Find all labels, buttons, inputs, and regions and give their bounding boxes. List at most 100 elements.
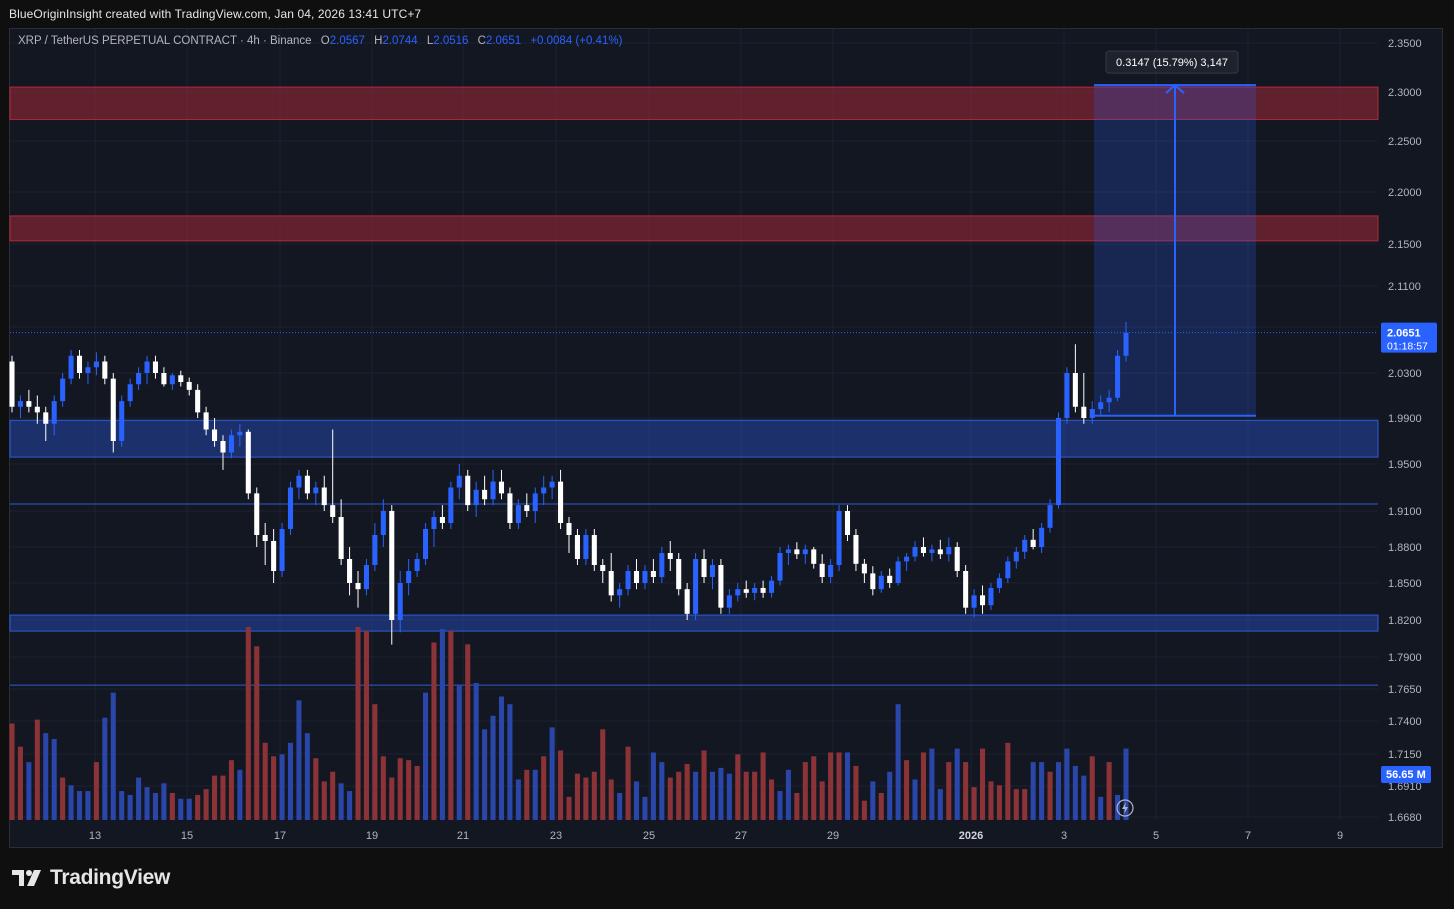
candle-body (203, 412, 209, 430)
candle-body (1081, 406, 1087, 418)
volume-bar (1055, 762, 1062, 820)
candle-body (313, 487, 319, 494)
price-zones (9, 86, 1379, 686)
volume-bar (406, 760, 412, 820)
volume-bar (220, 775, 226, 820)
volume-bar (828, 752, 834, 820)
candle-body (650, 571, 656, 577)
volume-bar (498, 696, 505, 820)
symbol-legend: XRP / TetherUS PERPETUAL CONTRACT · 4h ·… (18, 35, 622, 47)
candle-body (709, 565, 716, 577)
candle-body (330, 505, 336, 517)
candle-body (667, 553, 673, 559)
volume-bar (1098, 796, 1104, 820)
volume-bar (212, 775, 218, 820)
volume-bar (152, 792, 159, 820)
volume-bar (532, 769, 538, 820)
volume-bars (9, 627, 1129, 820)
candle-body (549, 481, 555, 488)
time-tick-label: 2026 (959, 830, 983, 842)
candle-body (819, 563, 825, 577)
candle-body (642, 571, 648, 583)
volume-bar (861, 800, 867, 820)
volume-bar (701, 750, 707, 820)
candle-body (1098, 402, 1104, 409)
lightning-icon (1116, 799, 1134, 817)
candle-body (887, 575, 893, 583)
candle-body (878, 575, 884, 590)
measure-arrow-head (1165, 83, 1185, 94)
candle-body (431, 517, 437, 529)
candle-body (68, 355, 74, 379)
candle-body (271, 541, 277, 571)
candle-body (946, 547, 952, 555)
candle-body (26, 401, 32, 407)
candle-body (448, 487, 454, 523)
volume-bar (979, 748, 986, 820)
volume-bar (659, 762, 665, 820)
volume-bar (51, 738, 57, 820)
volume-bar (136, 777, 142, 820)
candle-body (1115, 355, 1121, 398)
volume-bar (541, 756, 547, 820)
candle-body (102, 361, 108, 379)
candle-body (701, 559, 707, 577)
candle-body (389, 511, 395, 620)
volume-bar (397, 758, 403, 820)
candle-body (144, 361, 150, 373)
measure-label-box (1105, 50, 1239, 74)
volume-bar (287, 742, 294, 820)
candle-body (498, 481, 505, 494)
tradingview-logo[interactable]: TradingView (12, 866, 170, 890)
tradingview-logo-icon (12, 870, 41, 886)
candle-body (262, 535, 268, 541)
volume-bar (920, 752, 926, 820)
volume-bar (794, 792, 800, 820)
volume-bar (946, 762, 952, 820)
price-tick-label: 1.6680 (1388, 812, 1422, 824)
candle-body (17, 401, 23, 407)
volume-bar (102, 717, 108, 820)
volume-bar (448, 630, 454, 820)
volume-bar (245, 627, 251, 820)
candle-body (136, 373, 142, 385)
volume-bar (482, 729, 488, 820)
volume-bar (313, 758, 319, 820)
candle-body (963, 571, 969, 608)
current-price-tag (1381, 322, 1437, 353)
volume-bar (68, 785, 74, 820)
resistance-zone (9, 86, 1379, 120)
candle-body (254, 493, 260, 535)
volume-bar (608, 779, 614, 820)
candle-body (1013, 551, 1019, 562)
candle-body (591, 535, 597, 565)
volume-bar (904, 760, 910, 820)
candle-body (659, 553, 665, 577)
volume-bar (667, 777, 673, 820)
volume-bar (1030, 762, 1036, 820)
volume-bar (262, 742, 268, 820)
volume-bar (625, 746, 631, 820)
candle-body (566, 523, 572, 535)
candle-body (608, 571, 614, 596)
low-value: 2.0516 (433, 35, 469, 47)
high-label: H (374, 35, 383, 47)
volume-bar (633, 781, 640, 820)
brand-name: TradingView (50, 866, 171, 889)
candle-body (1039, 527, 1045, 547)
candle-body (43, 412, 49, 424)
measure-label: 0.3147 (15.79%) 3,147 (1116, 57, 1228, 69)
candle-body (996, 578, 1002, 588)
candle-body (676, 559, 682, 590)
volume-bar (811, 756, 817, 820)
volume-bar (726, 773, 732, 820)
volume-bar (85, 791, 91, 820)
candle-body (473, 489, 479, 506)
volume-bar (988, 781, 994, 820)
volume-bar (600, 729, 606, 820)
candle-body (9, 361, 15, 407)
candle-body (853, 535, 859, 564)
volume-bar (9, 723, 15, 820)
attribution-bar: BlueOriginInsight created with TradingVi… (0, 0, 1454, 28)
